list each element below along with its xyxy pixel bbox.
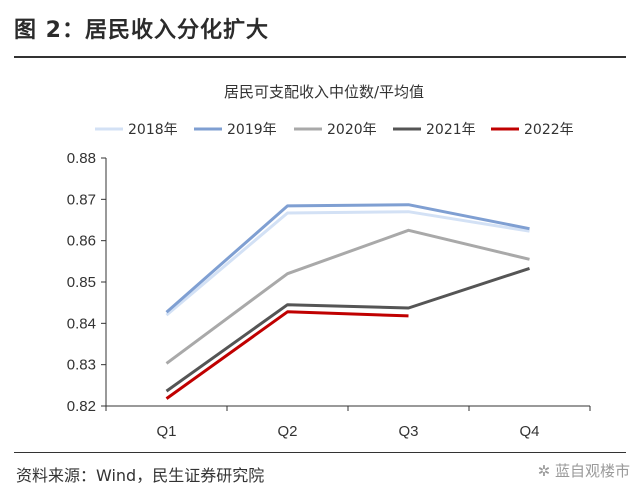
chart-title: 居民可支配收入中位数/平均值 xyxy=(224,83,424,101)
legend: 2018年 2019年 2020年 2021年 2022年 xyxy=(95,122,574,138)
legend-label: 2019年 xyxy=(227,122,277,138)
figure-title: 图 2：居民收入分化扩大 xyxy=(14,18,269,43)
watermark: ✲ 蓝自观楼市 xyxy=(537,462,630,480)
title-rule xyxy=(14,56,626,58)
y-tick-label: 0.88 xyxy=(67,150,96,167)
x-axis: Q1 Q2 Q3 Q4 xyxy=(105,405,591,440)
legend-label: 2018年 xyxy=(128,122,178,138)
y-tick-label: 0.82 xyxy=(67,398,96,415)
series-line-3 xyxy=(165,266,530,393)
y-tick-label: 0.83 xyxy=(67,357,96,374)
series-line-1 xyxy=(165,203,530,314)
source-note: 资料来源：Wind，民生证券研究院 xyxy=(16,466,265,485)
series-line-4 xyxy=(165,310,409,400)
legend-label: 2022年 xyxy=(524,122,574,138)
x-tick-label: Q2 xyxy=(277,423,297,440)
legend-label: 2020年 xyxy=(327,122,377,138)
plot-area xyxy=(165,203,530,400)
y-tick-label: 0.87 xyxy=(67,191,96,208)
y-axis: 0.88 0.87 0.86 0.85 0.84 0.83 0.82 xyxy=(67,150,107,415)
legend-label: 2021年 xyxy=(426,122,476,138)
x-tick-label: Q3 xyxy=(398,423,418,440)
series-line-2 xyxy=(165,228,530,365)
y-tick-label: 0.86 xyxy=(67,233,96,250)
x-tick-label: Q1 xyxy=(156,423,176,440)
y-tick-label: 0.85 xyxy=(67,274,96,291)
series-line-0 xyxy=(165,210,530,317)
source-rule xyxy=(14,452,626,453)
x-tick-label: Q4 xyxy=(519,423,539,440)
y-tick-label: 0.84 xyxy=(67,315,96,332)
